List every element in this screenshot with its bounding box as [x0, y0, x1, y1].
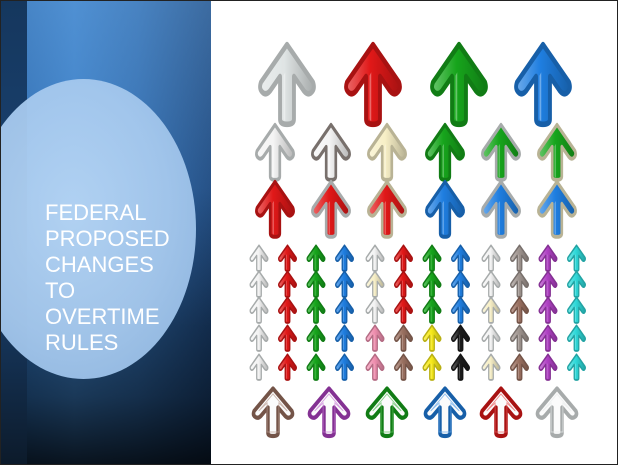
small-arrow-2-11 — [539, 271, 557, 297]
small-arrow-4-11 — [539, 325, 557, 351]
small-arrow-5-3 — [307, 354, 325, 380]
medium-arrow-2-2 — [312, 182, 349, 237]
small-arrow-1-6 — [395, 245, 413, 271]
small-arrow-2-7 — [423, 271, 441, 297]
small-arrow-1-3 — [307, 245, 325, 271]
small-arrow-1-9 — [482, 245, 500, 271]
small-arrow-4-3 — [307, 325, 325, 351]
title-line-4: TO — [45, 278, 205, 304]
large-arrow-3 — [432, 45, 486, 125]
large-arrow-1 — [260, 45, 314, 125]
small-arrow-3-5 — [366, 297, 384, 323]
small-arrow-2-10 — [511, 271, 529, 297]
medium-arrow-1-1 — [256, 125, 293, 180]
medium-arrow-1-4 — [426, 125, 463, 180]
small-arrow-1-4 — [336, 245, 354, 271]
title-line-6: RULES — [45, 330, 205, 356]
small-arrow-5-10 — [511, 354, 529, 380]
medium-arrow-1-5 — [482, 125, 519, 180]
large-arrow-4 — [516, 45, 570, 125]
small-arrow-3-2 — [279, 297, 297, 323]
small-arrow-2-4 — [336, 271, 354, 297]
small-arrow-4-8 — [452, 325, 470, 351]
small-arrow-5-9 — [482, 354, 500, 380]
small-arrow-1-10 — [511, 245, 529, 271]
small-arrow-5-1 — [250, 354, 268, 380]
small-arrow-2-9 — [482, 271, 500, 297]
small-arrow-4-5 — [366, 325, 384, 351]
small-arrow-4-12 — [568, 325, 586, 351]
large-arrow-2 — [346, 45, 400, 125]
outline-arrow-5 — [481, 389, 520, 437]
small-arrow-2-5 — [366, 271, 384, 297]
medium-arrow-2-3 — [368, 182, 405, 237]
small-arrow-3-4 — [336, 297, 354, 323]
small-arrow-1-8 — [452, 245, 470, 271]
small-arrow-2-8 — [452, 271, 470, 297]
small-arrow-4-10 — [511, 325, 529, 351]
small-arrow-3-12 — [568, 297, 586, 323]
small-arrow-5-7 — [423, 354, 441, 380]
small-arrow-2-1 — [250, 271, 268, 297]
title-line-3: CHANGES — [45, 252, 205, 278]
small-arrow-3-7 — [423, 297, 441, 323]
small-arrow-3-1 — [250, 297, 268, 323]
small-arrow-3-10 — [511, 297, 529, 323]
small-arrow-3-3 — [307, 297, 325, 323]
outline-arrow-6 — [537, 389, 576, 437]
title-panel: FEDERAL PROPOSED CHANGES TO OVERTIME RUL… — [1, 1, 211, 465]
small-arrow-3-8 — [452, 297, 470, 323]
small-arrow-5-4 — [336, 354, 354, 380]
small-arrow-1-11 — [539, 245, 557, 271]
small-arrow-4-6 — [395, 325, 413, 351]
slide-title: FEDERAL PROPOSED CHANGES TO OVERTIME RUL… — [45, 200, 205, 356]
small-arrow-2-2 — [279, 271, 297, 297]
small-arrow-1-1 — [250, 245, 268, 271]
small-arrow-4-7 — [423, 325, 441, 351]
small-arrow-4-4 — [336, 325, 354, 351]
outline-arrow-2 — [309, 389, 348, 437]
arrow-collage — [211, 1, 618, 465]
title-line-1: FEDERAL — [45, 200, 205, 226]
small-arrow-1-7 — [423, 245, 441, 271]
medium-arrow-1-3 — [368, 125, 405, 180]
medium-arrow-2-5 — [482, 182, 519, 237]
small-arrow-4-1 — [250, 325, 268, 351]
small-arrow-3-9 — [482, 297, 500, 323]
small-arrow-3-6 — [395, 297, 413, 323]
small-arrow-5-11 — [539, 354, 557, 380]
medium-arrow-2-6 — [538, 182, 575, 237]
outline-arrow-3 — [367, 389, 406, 437]
small-arrow-2-3 — [307, 271, 325, 297]
medium-arrow-2-1 — [256, 182, 293, 237]
small-arrow-3-11 — [539, 297, 557, 323]
outline-arrow-1 — [253, 389, 292, 437]
medium-arrow-1-6 — [538, 125, 575, 180]
small-arrow-5-5 — [366, 354, 384, 380]
small-arrow-1-12 — [568, 245, 586, 271]
medium-arrow-2-4 — [426, 182, 463, 237]
small-arrow-4-2 — [279, 325, 297, 351]
small-arrow-1-5 — [366, 245, 384, 271]
title-line-5: OVERTIME — [45, 304, 205, 330]
arrow-collage-image — [211, 1, 618, 465]
small-arrow-1-2 — [279, 245, 297, 271]
medium-arrow-1-2 — [312, 125, 349, 180]
small-arrow-5-2 — [279, 354, 297, 380]
title-line-2: PROPOSED — [45, 226, 205, 252]
small-arrow-5-6 — [395, 354, 413, 380]
small-arrow-2-12 — [568, 271, 586, 297]
small-arrow-4-9 — [482, 325, 500, 351]
outline-arrow-4 — [425, 389, 464, 437]
small-arrow-5-12 — [568, 354, 586, 380]
small-arrow-5-8 — [452, 354, 470, 380]
small-arrow-2-6 — [395, 271, 413, 297]
